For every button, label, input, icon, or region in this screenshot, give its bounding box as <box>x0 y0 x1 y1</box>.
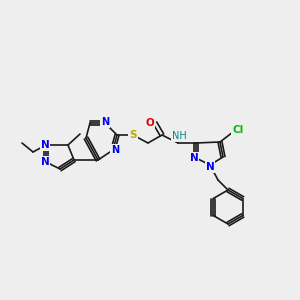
Text: N: N <box>40 157 50 167</box>
Text: N: N <box>190 153 198 163</box>
Text: Cl: Cl <box>232 125 244 135</box>
Text: N: N <box>101 117 109 127</box>
Text: N: N <box>206 162 214 172</box>
Text: N: N <box>40 140 50 150</box>
Text: N: N <box>111 145 119 155</box>
Text: S: S <box>129 130 137 140</box>
Text: NH: NH <box>172 131 186 141</box>
Text: O: O <box>146 118 154 128</box>
